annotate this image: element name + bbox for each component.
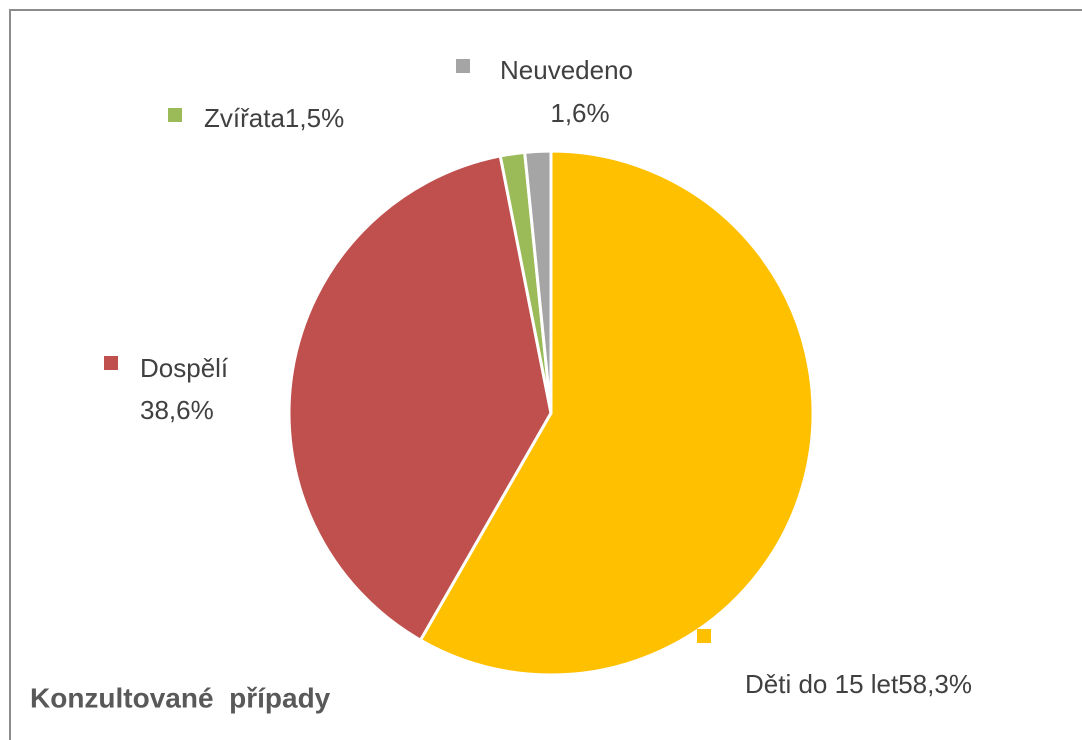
pie-slice — [287, 154, 553, 642]
category-label: Neuvedeno — [500, 55, 633, 85]
legend-marker — [104, 356, 118, 370]
value-label: 1,6% — [550, 98, 609, 128]
pie-slice — [418, 149, 815, 677]
data-label: 38,6% — [140, 395, 214, 425]
legend-marker — [168, 108, 182, 122]
legend-marker — [456, 59, 470, 73]
data-label: Zvířata1,5% — [204, 103, 344, 133]
value-label: 38,6% — [140, 395, 214, 425]
value-label: 58,3% — [898, 669, 972, 699]
data-label: Neuvedeno — [500, 55, 633, 85]
value-label: 1,5% — [285, 103, 344, 133]
data-label: Děti do 15 let58,3% — [745, 669, 972, 699]
data-label: 1,6% — [550, 98, 609, 128]
data-label: Dospělí — [140, 353, 229, 383]
chart-title: Konzultované případy — [30, 682, 331, 713]
chart-frame — [9, 9, 1082, 740]
category-label: Zvířata — [204, 103, 285, 133]
category-label: Dospělí — [140, 353, 229, 383]
pie-slice — [523, 149, 553, 415]
category-label: Děti do 15 let — [745, 669, 899, 699]
legend-marker — [697, 629, 711, 643]
